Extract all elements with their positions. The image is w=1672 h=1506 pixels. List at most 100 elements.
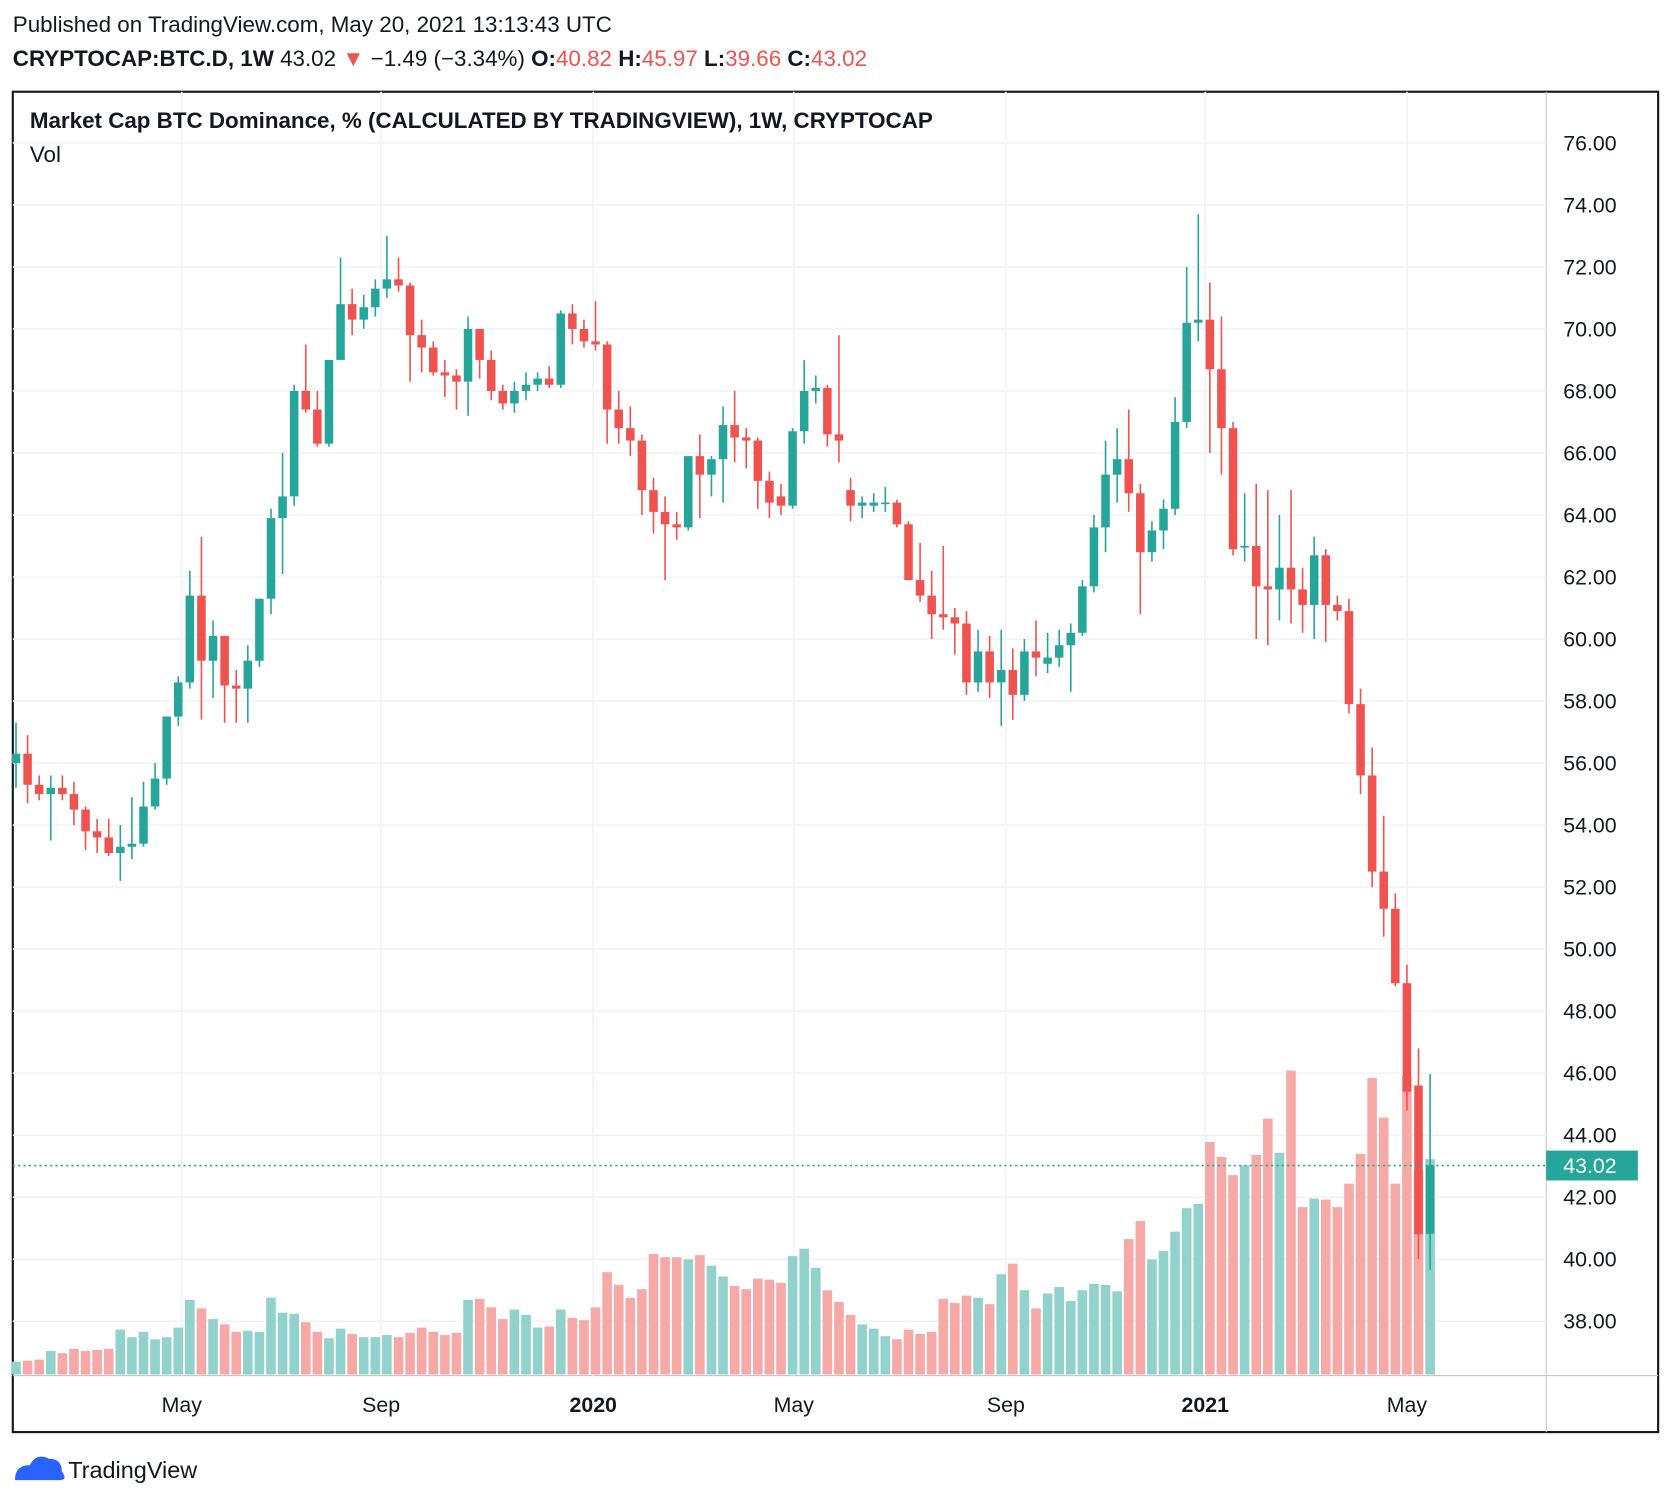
- y-tick-label: 38.00: [1563, 1310, 1616, 1334]
- candle-body: [1194, 319, 1203, 323]
- candle-body: [34, 784, 44, 795]
- y-tick-label: 40.00: [1563, 1248, 1616, 1272]
- candle-body: [347, 304, 357, 320]
- candle-body: [150, 778, 160, 807]
- y-tick-label: 56.00: [1563, 752, 1616, 776]
- volume-bar: [880, 1336, 891, 1375]
- last-price: 43.02: [280, 46, 336, 71]
- volume-bar: [567, 1317, 578, 1375]
- candle-body: [174, 682, 183, 717]
- volume-bar: [277, 1312, 288, 1375]
- symbol-line: CRYPTOCAP:BTC.D, 1W 43.02 ▼ −1.49 (−3.34…: [13, 46, 867, 71]
- volume-bar: [92, 1349, 102, 1375]
- volume-bar: [254, 1331, 265, 1375]
- volume-bar: [161, 1337, 172, 1375]
- volume-bar: [1205, 1142, 1215, 1375]
- volume-bar: [625, 1297, 636, 1375]
- y-tick-label: 46.00: [1563, 1062, 1616, 1086]
- volume-bar: [1286, 1070, 1296, 1375]
- ohlc-value: 45.97: [642, 46, 698, 71]
- candle-body: [58, 787, 67, 795]
- volume-bar: [544, 1326, 554, 1375]
- volume-bar: [498, 1319, 508, 1375]
- candle-body: [220, 635, 229, 686]
- change: −1.49 (−3.34%): [371, 46, 525, 71]
- candle-body: [1066, 632, 1076, 646]
- ohlc-value: 40.82: [556, 46, 612, 71]
- volume-bar: [555, 1309, 566, 1375]
- y-tick-label: 62.00: [1563, 565, 1616, 589]
- candle-body: [1078, 586, 1087, 633]
- volume-bar: [1135, 1220, 1146, 1375]
- candle-body: [1356, 704, 1365, 776]
- x-tick-label: Sep: [362, 1393, 400, 1417]
- x-tick-label: May: [162, 1393, 203, 1417]
- candle-body: [834, 434, 844, 441]
- ohlc-key: L:: [704, 46, 725, 71]
- candle-body: [962, 623, 971, 683]
- candle-body: [1228, 428, 1238, 550]
- last-price-label: 43.02: [1563, 1154, 1616, 1178]
- volume-bar: [648, 1254, 659, 1375]
- candle-body: [1008, 670, 1018, 695]
- candle-body: [231, 685, 241, 689]
- candle-body: [776, 496, 786, 506]
- x-tick-label: 2020: [570, 1393, 617, 1417]
- volume-bar: [300, 1322, 311, 1375]
- candle-body: [197, 595, 206, 661]
- volume-bar: [1402, 1075, 1412, 1375]
- candle-body: [463, 328, 473, 382]
- candle-body: [92, 831, 102, 838]
- published-line: Published on TradingView.com, May 20, 20…: [13, 12, 612, 37]
- volume-bar: [289, 1313, 299, 1375]
- volume-bar: [382, 1335, 392, 1375]
- y-tick-label: 64.00: [1563, 503, 1616, 527]
- volume-bar: [799, 1248, 809, 1375]
- candle-body: [556, 313, 566, 385]
- volume-bar: [416, 1327, 427, 1375]
- volume-bar: [810, 1267, 821, 1375]
- x-tick-label: May: [1387, 1393, 1428, 1417]
- candle-body: [301, 390, 311, 410]
- y-tick-label: 58.00: [1563, 690, 1616, 714]
- candle-body: [371, 288, 380, 308]
- candle-body: [614, 409, 623, 429]
- volume-bar: [1123, 1239, 1134, 1375]
- candle-body: [996, 670, 1006, 683]
- volume-bar: [938, 1298, 949, 1375]
- candle-body: [429, 347, 438, 373]
- volume-bar: [1216, 1156, 1227, 1375]
- y-tick-label: 74.00: [1563, 193, 1616, 217]
- candle-body: [1217, 369, 1226, 429]
- volume-bar: [590, 1307, 601, 1375]
- volume-bar: [579, 1320, 589, 1375]
- volume-bar: [1170, 1231, 1180, 1375]
- volume-bar: [474, 1298, 485, 1375]
- candle-body: [869, 502, 878, 506]
- candle-body: [684, 456, 693, 528]
- ohlc-key: H:: [618, 46, 642, 71]
- candle-body: [823, 387, 832, 435]
- volume-bar: [521, 1314, 531, 1375]
- candle-body: [950, 617, 960, 624]
- candle-body: [730, 425, 739, 438]
- volume-bar: [428, 1331, 439, 1375]
- candle-body: [649, 490, 658, 512]
- volume-bar: [695, 1255, 705, 1375]
- volume-bar: [115, 1329, 126, 1375]
- x-tick-label: May: [774, 1393, 815, 1417]
- volume-bar: [1112, 1291, 1122, 1375]
- last-price-box: [1546, 1150, 1638, 1181]
- candle-body: [637, 440, 647, 491]
- volume-bar: [312, 1331, 323, 1375]
- candle-body: [753, 440, 763, 481]
- volume-bar: [1413, 1170, 1424, 1375]
- volume-bar: [729, 1286, 740, 1375]
- volume-bar: [1158, 1250, 1169, 1375]
- volume-bar: [996, 1274, 1007, 1375]
- volume-bar: [1042, 1293, 1053, 1375]
- y-tick-label: 70.00: [1563, 317, 1616, 341]
- axes: 38.00 40.00 42.00 44.00 46.00 48.00 50.00 52.00…: [12, 131, 1638, 1417]
- volume-bar: [613, 1284, 624, 1375]
